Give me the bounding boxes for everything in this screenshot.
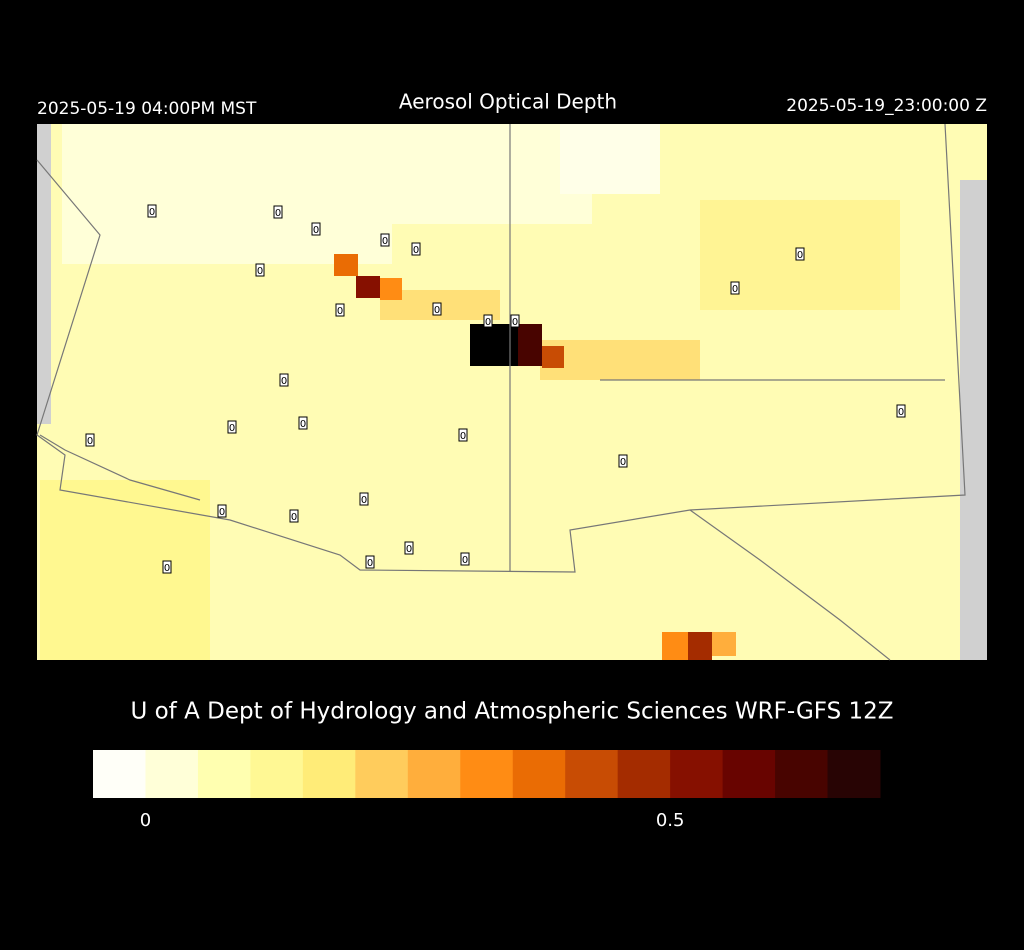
station-label: 0: [406, 544, 412, 555]
station-box: [432, 302, 442, 316]
hotspot: [380, 278, 402, 300]
station-box: [273, 205, 283, 219]
no-data: [960, 180, 987, 660]
station-box: [510, 314, 520, 328]
station-box: [311, 222, 321, 236]
colorbar-swatch: [722, 750, 776, 798]
station-box: [279, 373, 289, 387]
station-box: [411, 242, 421, 256]
station-label: 0: [337, 306, 343, 317]
colorbar-swatch: [197, 750, 251, 798]
region: [540, 340, 700, 380]
colorbar: 0 0.5: [93, 750, 881, 831]
map: [36, 123, 987, 661]
station-box: [85, 433, 95, 447]
region: [392, 124, 592, 224]
region: [560, 124, 660, 194]
station-box: [147, 204, 157, 218]
stations: 0 0 0 0 0 0 0 0 0 0 0 0 0 0 0 0 0 0 0 0 0 0 0 0 0 0: [85, 204, 906, 574]
station-box: [458, 428, 468, 442]
station-box: [795, 247, 805, 261]
station-label: 0: [434, 305, 440, 316]
station-label: 0: [219, 507, 225, 518]
colorbar-label: 0.5: [656, 810, 685, 831]
station-label: 0: [291, 512, 297, 523]
utc-time: 2025-05-19_23:00:00 Z: [786, 96, 987, 116]
station-label: 0: [732, 284, 738, 295]
hotspot: [470, 324, 520, 366]
station-label: 0: [313, 225, 319, 236]
station-box: [359, 492, 369, 506]
hotspot: [542, 346, 564, 368]
station-box: [896, 404, 906, 418]
hotspot: [712, 632, 736, 656]
station-label: 0: [275, 208, 281, 219]
station-label: 0: [797, 250, 803, 261]
colorbar-swatch: [407, 750, 461, 798]
colorbar-swatch: [93, 750, 146, 798]
station-box: [483, 314, 493, 328]
station-label: 0: [367, 558, 373, 569]
station-label: 0: [87, 436, 93, 447]
colorbar-swatch: [302, 750, 356, 798]
station-box: [365, 555, 375, 569]
hotspot: [334, 254, 358, 276]
hotspot: [688, 632, 712, 660]
station-box: [255, 263, 265, 277]
station-box: [289, 509, 299, 523]
region: [62, 124, 392, 264]
station-label: 0: [620, 457, 626, 468]
station-label: 0: [149, 207, 155, 218]
station-label: 0: [164, 563, 170, 574]
station-box: [404, 541, 414, 555]
colorbar-swatch: [250, 750, 304, 798]
colorbar-swatch: [355, 750, 409, 798]
colorbar-swatch: [565, 750, 619, 798]
hotspot: [356, 276, 380, 298]
station-box: [217, 504, 227, 518]
station-label: 0: [229, 423, 235, 434]
credit: U of A Dept of Hydrology and Atmospheric…: [130, 699, 893, 725]
station-box: [730, 281, 740, 295]
station-label: 0: [462, 555, 468, 566]
station-box: [298, 416, 308, 430]
station-label: 0: [898, 407, 904, 418]
hotspot: [662, 632, 688, 660]
station-label: 0: [382, 236, 388, 247]
hotspot: [518, 324, 542, 366]
title: Aerosol Optical Depth: [399, 90, 617, 114]
station-label: 0: [485, 317, 491, 328]
station-label: 0: [460, 431, 466, 442]
colorbar-swatch: [617, 750, 671, 798]
station-label: 0: [300, 419, 306, 430]
station-label: 0: [361, 495, 367, 506]
borders: [36, 123, 966, 661]
colorbar-swatch: [827, 750, 881, 798]
station-box: [618, 454, 628, 468]
no-data: [37, 124, 51, 424]
station-box: [380, 233, 390, 247]
colorbar-swatch: [512, 750, 566, 798]
station-label: 0: [512, 317, 518, 328]
station-label: 0: [281, 376, 287, 387]
station-label: 0: [257, 266, 263, 277]
station-box: [335, 303, 345, 317]
station-box: [162, 560, 172, 574]
colorbar-swatch: [145, 750, 199, 798]
colorbar-swatch: [775, 750, 829, 798]
station-box: [227, 420, 237, 434]
colorbar-swatch: [460, 750, 514, 798]
station-box: [460, 552, 470, 566]
station-label: 0: [413, 245, 419, 256]
colorbar-label: 0: [140, 810, 151, 831]
colorbar-swatch: [670, 750, 724, 798]
local-time: 2025-05-19 04:00PM MST: [37, 99, 257, 119]
region: [40, 480, 210, 660]
